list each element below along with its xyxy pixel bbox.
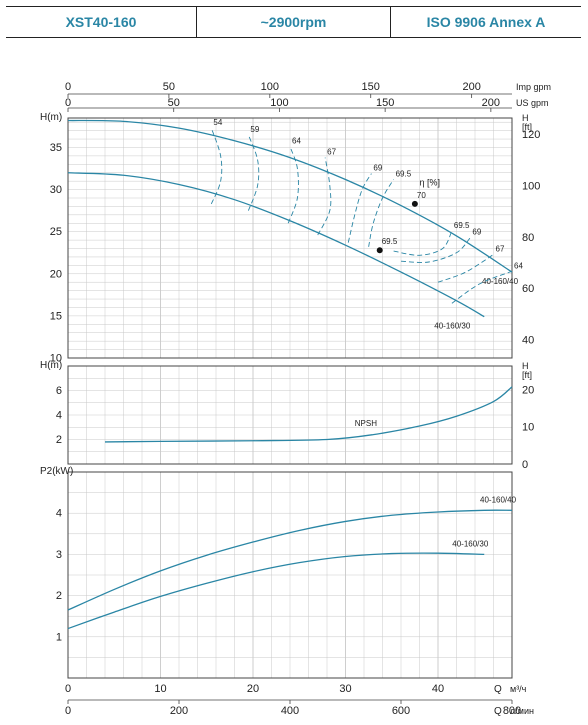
efficiency-contour <box>393 230 453 256</box>
efficiency-label: 64 <box>514 261 523 270</box>
imp-gpm-tick: 100 <box>261 81 279 93</box>
lmin-tick: 400 <box>281 705 299 717</box>
m3h-unit-label: м³/ч <box>510 684 527 694</box>
panel2-frame <box>67 365 513 465</box>
head-curve-label: 40-160/40 <box>482 277 519 286</box>
power-curve-label: 40-160/40 <box>480 495 517 504</box>
npsh-label: NPSH <box>355 419 377 428</box>
efficiency-axis-label: η [%] <box>420 177 441 187</box>
efficiency-contour <box>317 157 332 236</box>
panel1-ytick: 10 <box>50 353 62 365</box>
efficiency-label: 69.5 <box>396 169 412 178</box>
efficiency-contour <box>247 134 260 211</box>
panel2-ytick: 6 <box>56 385 62 397</box>
lmin-q-label: Q <box>494 706 502 717</box>
panel1-frame <box>67 117 513 359</box>
lmin-tick: 200 <box>170 705 188 717</box>
panel1-y2tick: 120 <box>522 129 540 141</box>
panel1-y2tick: 100 <box>522 181 540 193</box>
panel1-y2label: H <box>522 113 529 123</box>
panel1-y2unit: [ft] <box>522 122 532 132</box>
m3h-tick: 10 <box>154 683 166 695</box>
m3h-q-label: Q <box>494 684 502 695</box>
efficiency-label: 59 <box>250 125 259 134</box>
efficiency-peak-point <box>376 247 383 254</box>
panel2-y2label: H <box>522 361 529 371</box>
panel3-ytick: 2 <box>56 590 62 602</box>
us-gpm-tick: 150 <box>376 97 394 109</box>
efficiency-contour <box>347 173 372 243</box>
panel2-y2tick: 10 <box>522 422 534 434</box>
panel3-ytick: 3 <box>56 549 62 561</box>
efficiency-label: 67 <box>327 148 336 157</box>
speed-title: ~2900rpm <box>196 7 390 37</box>
panel3-ylabel: P2(kW) <box>40 466 73 477</box>
panel2-y2unit: [ft] <box>522 370 532 380</box>
m3h-tick: 20 <box>247 683 259 695</box>
imp-gpm-label: Imp gpm <box>516 82 551 92</box>
efficiency-peak-label: 69.5 <box>382 237 398 246</box>
efficiency-contour <box>451 270 513 304</box>
lmin-unit-label: л/мин <box>510 706 534 716</box>
standard-title: ISO 9906 Annex A <box>390 7 581 37</box>
power-curve-label: 40-160/30 <box>452 539 489 548</box>
panel3-frame <box>67 471 513 679</box>
efficiency-label: 64 <box>292 137 301 146</box>
lmin-tick: 600 <box>392 705 410 717</box>
panel2-ytick: 4 <box>56 410 62 422</box>
panel1-y2tick: 40 <box>522 335 534 347</box>
panel3-ytick: 1 <box>56 631 62 643</box>
panel1-ytick: 35 <box>50 142 62 154</box>
npsh-curve <box>104 386 513 443</box>
panel1-ytick: 25 <box>50 226 62 238</box>
efficiency-label: 69.5 <box>454 221 470 230</box>
head-curve-40 <box>67 119 513 273</box>
us-gpm-tick: 200 <box>482 97 500 109</box>
m3h-tick: 0 <box>65 683 71 695</box>
header-bar: XST40-160 ~2900rpm ISO 9906 Annex A <box>6 6 581 38</box>
efficiency-contour <box>210 127 223 205</box>
lmin-tick: 800 <box>503 705 521 717</box>
us-gpm-tick: 100 <box>270 97 288 109</box>
efficiency-peak-point <box>411 200 418 207</box>
panel1-y2tick: 80 <box>522 232 534 244</box>
efficiency-label: 69 <box>472 228 481 237</box>
efficiency-label: 54 <box>213 118 222 127</box>
m3h-tick: 40 <box>432 683 444 695</box>
us-gpm-tick: 0 <box>65 97 71 109</box>
imp-gpm-tick: 200 <box>462 81 480 93</box>
us-gpm-tick: 50 <box>168 97 180 109</box>
panel2-y2tick: 20 <box>522 384 534 396</box>
panel1-ytick: 15 <box>50 310 62 322</box>
power-curve-40 <box>67 509 513 611</box>
imp-gpm-tick: 50 <box>163 81 175 93</box>
us-gpm-label: US gpm <box>516 98 549 108</box>
panel1-ytick: 30 <box>50 184 62 196</box>
panel1-ylabel: H(m) <box>40 112 62 123</box>
panel2-ytick: 2 <box>56 434 62 446</box>
panel2-y2tick: 0 <box>522 459 528 471</box>
imp-gpm-tick: 0 <box>65 81 71 93</box>
panel1-ytick: 20 <box>50 268 62 280</box>
panel1-y2tick: 60 <box>522 283 534 295</box>
panel3-ytick: 4 <box>56 508 62 520</box>
m3h-tick: 30 <box>339 683 351 695</box>
panel2-ylabel: H(m) <box>40 360 62 371</box>
efficiency-contour <box>287 146 299 224</box>
imp-gpm-tick: 150 <box>362 81 380 93</box>
model-title: XST40-160 <box>65 14 137 30</box>
efficiency-peak-label: 70 <box>417 191 426 200</box>
efficiency-contour <box>368 179 394 247</box>
efficiency-label: 69 <box>373 164 382 173</box>
head-curve-30 <box>67 172 485 318</box>
power-curve-30 <box>67 552 485 630</box>
efficiency-contour <box>400 237 471 263</box>
head-curve-label: 40-160/30 <box>434 322 471 331</box>
lmin-tick: 0 <box>65 705 71 717</box>
efficiency-label: 67 <box>496 244 505 253</box>
